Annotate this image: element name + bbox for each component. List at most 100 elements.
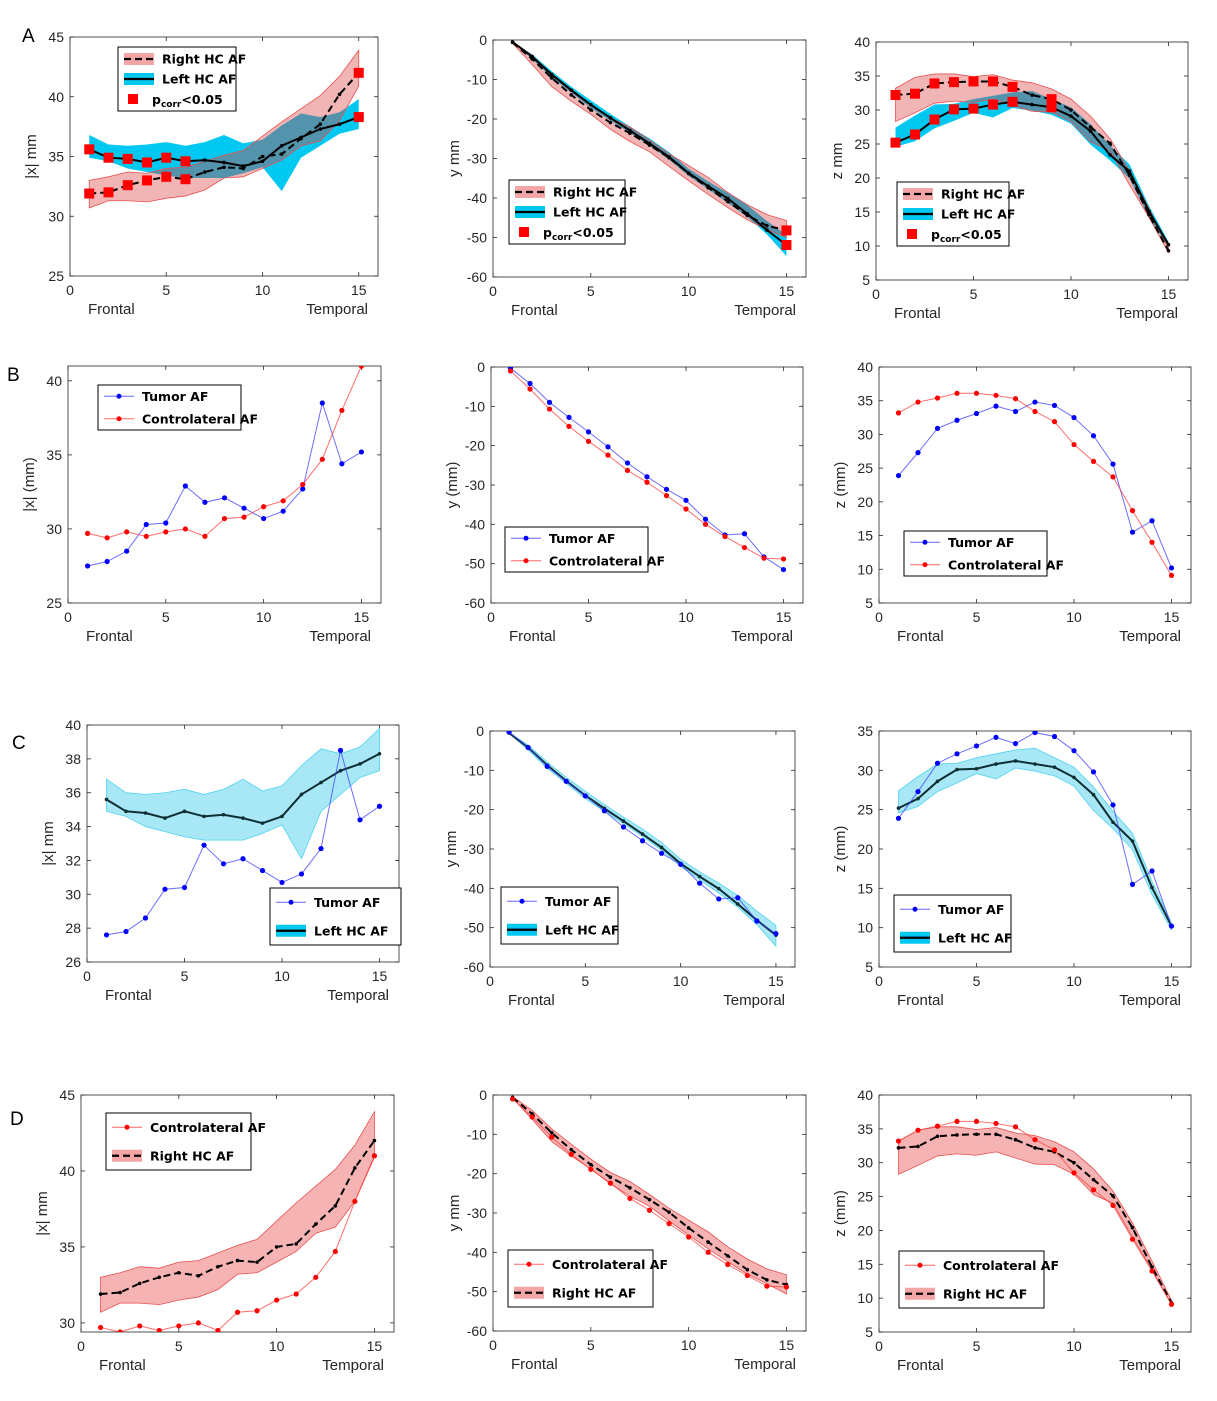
right-hc-af-point	[235, 1258, 240, 1263]
left-hc-af-point	[569, 88, 574, 92]
left-hc-af-point	[1150, 885, 1154, 890]
controlateral-af-point	[280, 498, 286, 504]
y-tick-label: -50	[467, 230, 487, 246]
right-hc-af-point	[974, 1132, 979, 1137]
x-tick-label: 15	[1164, 973, 1180, 989]
x-tick-label: 5	[973, 973, 981, 989]
controlateral-af-point	[741, 544, 748, 551]
significance-marker	[781, 225, 792, 236]
x-tick-label: 10	[255, 282, 271, 298]
controlateral-af-point	[761, 555, 767, 561]
controlateral-af-point	[1051, 1147, 1058, 1153]
tumor-af-point	[1110, 461, 1116, 467]
legend-label: Controlateral AF	[948, 557, 1064, 572]
tumor-af-point	[895, 815, 902, 821]
controlateral-af-point	[646, 1207, 653, 1213]
y-tick-label: 26	[65, 954, 81, 970]
significance-marker	[890, 137, 901, 148]
significance-marker	[988, 76, 998, 87]
left-hc-af-point	[280, 814, 284, 819]
tumor-af-point	[376, 803, 383, 809]
x-tick-label: 5	[587, 283, 595, 299]
controlateral-af-point	[371, 1153, 378, 1159]
y-axis-label: y mm	[446, 140, 463, 177]
legend-label: Right HC AF	[150, 1148, 234, 1163]
left-hc-af-point	[358, 762, 362, 766]
right-hc-af-point	[549, 1130, 554, 1135]
tumor-af-point	[181, 884, 188, 891]
legend-label: Left HC AF	[941, 207, 1015, 222]
legend-label: Tumor AF	[938, 902, 1004, 917]
significance-marker	[103, 187, 114, 198]
legend-swatch-point	[116, 416, 122, 422]
right-hc-af-point	[98, 1292, 103, 1296]
plot-area	[103, 727, 383, 938]
y-tick-label: -20	[464, 802, 484, 818]
right-hc-af-point	[1033, 1146, 1037, 1150]
controlateral-af-point	[1168, 572, 1175, 578]
chart-D-y: 0 5 10 15 -60 -50 -40 -30 -20 -10 0 Frontal Temporal…	[446, 1087, 807, 1373]
x-caption-temporal: Temporal	[723, 992, 785, 1009]
controlateral-af-point	[1149, 539, 1155, 545]
controlateral-af-point	[954, 390, 960, 396]
legend-box	[903, 530, 1048, 577]
controlateral-af-point	[764, 1283, 770, 1289]
controlateral-af-point	[705, 1249, 711, 1255]
right-hc-af-point	[1111, 1194, 1115, 1198]
controlateral-af-point	[300, 481, 306, 488]
controlateral-af-point	[973, 390, 980, 396]
right-hc-af-point	[1108, 141, 1112, 146]
tumor-af-point	[639, 838, 646, 844]
x-caption-frontal: Frontal	[897, 628, 944, 645]
y-tick-label: -40	[465, 516, 485, 532]
controlateral-af-point	[274, 1297, 280, 1303]
right-hc-af-point	[333, 1204, 338, 1208]
x-tick-label: 10	[1066, 973, 1082, 989]
y-tick-label: 25	[48, 268, 64, 284]
legend: Tumor AF Controlateral AF	[903, 530, 1064, 577]
controlateral-af-point	[143, 533, 149, 539]
y-tick-label: 0	[479, 1087, 487, 1103]
tumor-af-point	[298, 871, 305, 877]
tumor-af-point	[358, 449, 365, 455]
legend-label: Left HC AF	[553, 205, 627, 220]
significance-marker	[968, 103, 979, 114]
left-hc-af-point	[163, 816, 167, 820]
left-hc-af-point	[896, 806, 901, 810]
tumor-af-point	[678, 861, 684, 867]
y-axis-label: |x| mm	[23, 134, 40, 178]
tumor-af-point	[663, 486, 670, 492]
right-hc-af-point	[260, 154, 265, 159]
x-caption-frontal: Frontal	[105, 987, 152, 1004]
significance-marker	[161, 152, 172, 163]
legend-label: Controlateral AF	[552, 1257, 668, 1272]
tumor-af-point	[319, 400, 325, 406]
controlateral-af-point	[993, 1120, 999, 1127]
x-tick-label: 15	[779, 283, 795, 299]
left-hc-af-point	[104, 797, 109, 802]
tumor-af-point	[182, 483, 188, 489]
controlateral-af-point	[993, 392, 999, 398]
left-hc-af-point	[202, 814, 206, 819]
left-hc-af-point	[1088, 129, 1093, 133]
tumor-af-point	[993, 734, 999, 740]
x-tick-label: 10	[678, 609, 694, 625]
right-hc-af-point	[935, 1134, 940, 1139]
right-hc-af-point	[1088, 125, 1093, 129]
left-hc-af-point	[994, 762, 998, 766]
controlateral-af-point	[507, 368, 514, 374]
y-tick-label: 40	[59, 1163, 75, 1179]
x-tick-label: 0	[875, 973, 883, 989]
tumor-af-point	[605, 444, 611, 450]
right-hc-af-point	[313, 1222, 318, 1226]
x-tick-label: 15	[768, 973, 784, 989]
right-hc-af-point	[177, 1270, 181, 1275]
chart-A-y: 0 5 10 15 -60 -50 -40 -30 -20 -10 0 Frontal Temporal…	[446, 32, 807, 319]
x-tick-label: 5	[973, 1338, 981, 1354]
tumor-af-point	[162, 886, 168, 892]
tumor-af-point	[973, 410, 980, 417]
y-tick-label: 35	[857, 393, 873, 409]
